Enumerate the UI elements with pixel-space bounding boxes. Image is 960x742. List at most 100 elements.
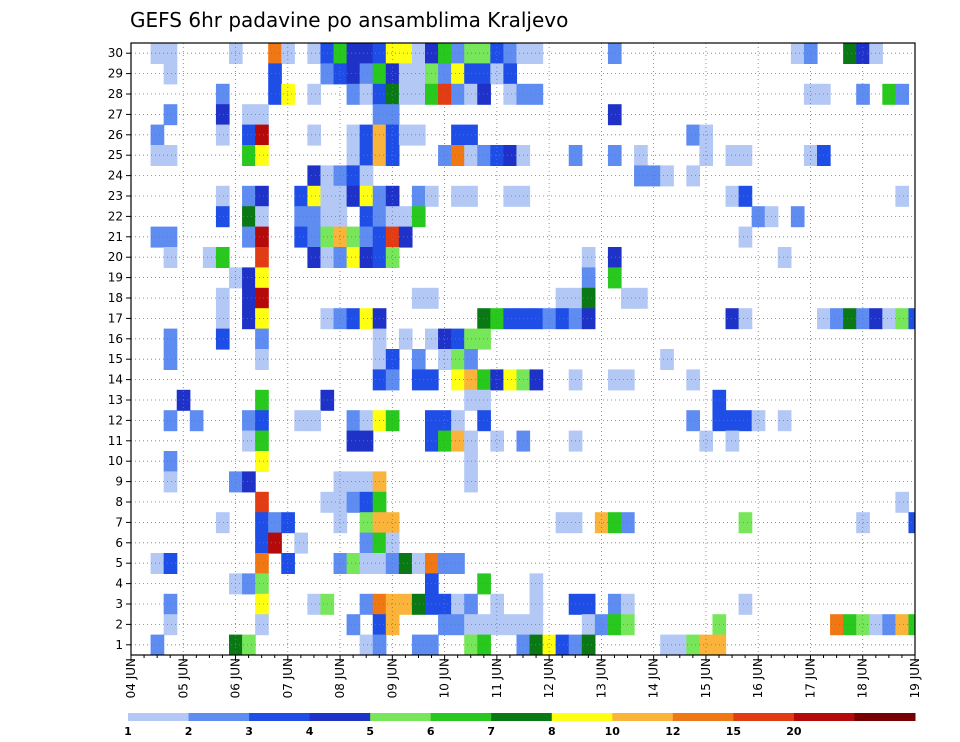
heatmap-cell bbox=[738, 308, 753, 330]
heatmap-cell bbox=[359, 430, 374, 452]
heatmap-cell bbox=[451, 430, 465, 452]
heatmap-cell bbox=[255, 185, 269, 207]
heatmap-cell bbox=[307, 185, 322, 207]
heatmap-cell bbox=[281, 43, 295, 64]
heatmap-cell bbox=[385, 185, 400, 207]
heatmap-cell bbox=[790, 43, 805, 64]
heatmap-cell bbox=[163, 614, 178, 636]
heatmap-cell bbox=[215, 104, 230, 126]
heatmap-cell bbox=[411, 553, 426, 574]
heatmap-cell bbox=[555, 287, 570, 309]
heatmap-cell bbox=[869, 308, 883, 330]
heatmap-cell bbox=[581, 308, 596, 330]
heatmap-cell bbox=[255, 614, 269, 636]
heatmap-cell bbox=[346, 553, 361, 574]
y-tick-label: 21 bbox=[108, 230, 123, 244]
heatmap-cell bbox=[163, 328, 178, 350]
legend-label: 5 bbox=[366, 725, 374, 738]
heatmap-cell bbox=[451, 43, 465, 64]
heatmap-cell bbox=[307, 165, 322, 187]
heatmap-cell bbox=[242, 185, 256, 207]
heatmap-cell bbox=[294, 410, 308, 432]
heatmap-cell bbox=[346, 185, 361, 207]
x-tick-label: 15 JUN bbox=[699, 658, 713, 698]
heatmap-cell bbox=[307, 124, 322, 146]
heatmap-cell bbox=[398, 328, 413, 350]
heatmap-cell bbox=[490, 43, 504, 64]
x-tick-label: 14 JUN bbox=[647, 658, 661, 698]
heatmap-cell bbox=[359, 83, 374, 105]
heatmap-cell bbox=[503, 614, 518, 636]
heatmap-cell bbox=[359, 471, 374, 493]
heatmap-cell bbox=[529, 634, 544, 655]
heatmap-cell bbox=[359, 206, 374, 228]
heatmap-cell bbox=[242, 634, 256, 655]
x-tick-label: 08 JUN bbox=[333, 658, 347, 698]
heatmap-cell bbox=[255, 491, 269, 513]
heatmap-cell bbox=[477, 614, 491, 636]
heatmap-cell bbox=[738, 410, 753, 432]
x-axis-ticks: 04 JUN 05 JUN 06 JUN 07 JUN 08 JUN 09 JUN 10 J… bbox=[124, 655, 922, 698]
heatmap-cell bbox=[242, 206, 256, 228]
legend-label: 15 bbox=[726, 725, 741, 738]
heatmap-cell bbox=[333, 308, 348, 330]
y-tick-label: 11 bbox=[108, 434, 123, 448]
heatmap-cell bbox=[255, 145, 269, 166]
heatmap-cell bbox=[150, 145, 165, 166]
heatmap-cell bbox=[438, 83, 452, 105]
heatmap-cell bbox=[346, 226, 361, 248]
heatmap-cell bbox=[529, 83, 544, 105]
heatmap-cell bbox=[490, 63, 504, 85]
heatmap-cell bbox=[869, 614, 883, 636]
heatmap-cell bbox=[242, 471, 256, 493]
heatmap-cell bbox=[215, 287, 230, 309]
heatmap-cell bbox=[307, 247, 322, 268]
heatmap-cell bbox=[242, 226, 256, 248]
heatmap-cell bbox=[150, 43, 165, 64]
heatmap-cell bbox=[150, 124, 165, 146]
heatmap-cell bbox=[477, 634, 491, 655]
y-tick-label: 25 bbox=[108, 148, 123, 162]
heatmap-cell bbox=[255, 389, 269, 411]
heatmap-cell bbox=[333, 471, 348, 493]
heatmap-cell bbox=[411, 43, 426, 64]
heatmap-cell bbox=[333, 185, 348, 207]
heatmap-cell bbox=[725, 410, 740, 432]
legend-swatch bbox=[672, 713, 734, 721]
heatmap-cell bbox=[307, 593, 322, 615]
heatmap-cell bbox=[359, 165, 374, 187]
heatmap-cell bbox=[830, 308, 844, 330]
heatmap-cell bbox=[529, 573, 544, 595]
heatmap-cell bbox=[503, 369, 518, 391]
heatmap-cell bbox=[242, 308, 256, 330]
heatmap-cell bbox=[385, 83, 400, 105]
x-tick-label: 09 JUN bbox=[385, 658, 399, 698]
heatmap-cell bbox=[255, 104, 269, 126]
heatmap-cell bbox=[346, 165, 361, 187]
heatmap-cell bbox=[163, 145, 178, 166]
heatmap-cell bbox=[607, 614, 622, 636]
heatmap-cell bbox=[477, 63, 491, 85]
heatmap-cell bbox=[398, 226, 413, 248]
heatmap-cell bbox=[347, 655, 361, 676]
y-tick-label: 10 bbox=[108, 454, 123, 468]
heatmap-cell bbox=[738, 593, 753, 615]
heatmap-cell bbox=[490, 614, 504, 636]
heatmap-cell bbox=[725, 185, 740, 207]
legend-swatch bbox=[309, 713, 371, 721]
x-tick-label: 12 JUN bbox=[542, 658, 556, 698]
heatmap-cell bbox=[738, 185, 753, 207]
heatmap-cell bbox=[529, 614, 544, 636]
heatmap-cell bbox=[751, 206, 766, 228]
heatmap-cell bbox=[150, 226, 165, 248]
x-tick-label: 06 JUN bbox=[229, 658, 243, 698]
legend-swatch bbox=[249, 713, 311, 721]
x-tick-label: 11 JUN bbox=[490, 658, 504, 698]
heatmap-cell bbox=[359, 226, 374, 248]
heatmap-cell bbox=[333, 247, 348, 268]
heatmap-cell bbox=[255, 430, 269, 452]
heatmap-cell bbox=[438, 63, 452, 85]
heatmap-cell bbox=[411, 634, 426, 655]
heatmap-cell bbox=[529, 593, 544, 615]
